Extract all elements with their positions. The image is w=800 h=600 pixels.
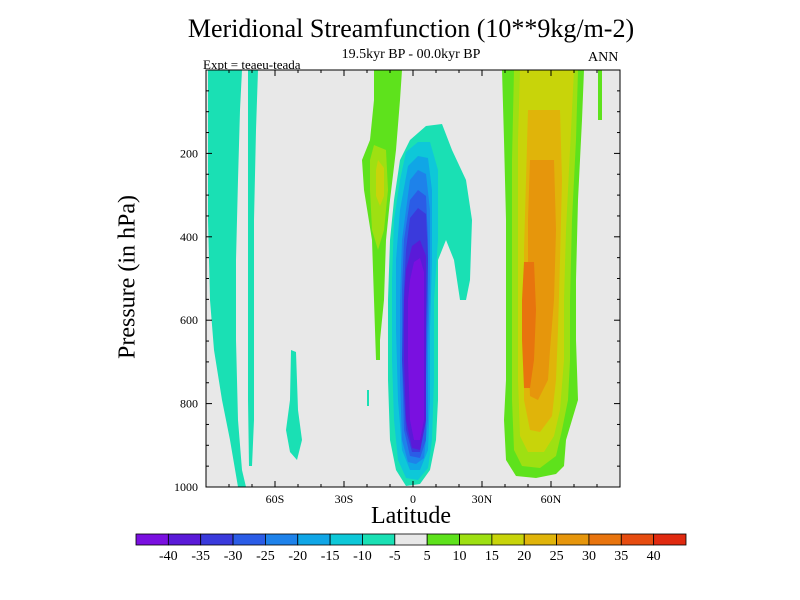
x-tick-label: 0 — [410, 492, 416, 506]
contour-band-neg-40 — [408, 258, 424, 440]
colorbar-label: -15 — [321, 549, 340, 564]
colorbar-label: 20 — [517, 549, 531, 564]
y-tick-label: 800 — [180, 397, 198, 411]
colorbar-label: -25 — [256, 549, 275, 564]
colorbar-label: 35 — [614, 549, 628, 564]
y-tick-label: 400 — [180, 230, 198, 244]
contour-band-neg-sh-1 — [208, 70, 246, 487]
colorbar-label: -30 — [224, 549, 243, 564]
colorbar-swatch — [362, 533, 396, 546]
contour-band-pos-nh-25 — [528, 160, 556, 400]
season-label: ANN — [588, 50, 619, 65]
colorbar-swatch — [588, 533, 622, 546]
contour-band-neg-sh-2 — [248, 70, 258, 466]
y-tick-label: 1000 — [174, 480, 198, 494]
contour-band-neg-sh-4 — [367, 390, 369, 406]
x-tick-label: 30N — [472, 492, 493, 506]
experiment-label: Expt = teaeu-teada — [203, 57, 301, 72]
colorbar-swatch — [426, 533, 460, 546]
x-tick-label: 60N — [541, 492, 562, 506]
x-axis-label: Latitude — [371, 503, 451, 529]
colorbar-swatch — [523, 533, 557, 546]
colorbar-swatch — [653, 533, 687, 546]
colorbar-label: -10 — [353, 549, 372, 564]
colorbar-swatch — [167, 533, 202, 546]
chart-title: Meridional Streamfunction (10**9kg/m-2) — [187, 14, 635, 43]
colorbar-swatch — [329, 533, 363, 546]
colorbar-swatch — [135, 533, 169, 546]
y-tick-label: 200 — [180, 146, 198, 160]
contour-band-neg-sh-3 — [286, 350, 302, 460]
y-tick-label: 600 — [180, 313, 198, 327]
contour-field — [208, 70, 602, 487]
colorbar-swatch — [232, 533, 266, 546]
colorbar-swatch — [620, 533, 655, 546]
colorbar-swatch — [459, 533, 493, 546]
contour-band-pos-nh-30 — [522, 262, 536, 388]
colorbar-swatch — [556, 533, 590, 546]
colorbar-label: 25 — [550, 549, 564, 564]
colorbar-label: -35 — [191, 549, 210, 564]
axes: 60S 30S 0 30N 60N 200 400 600 800 1000 — [174, 70, 620, 506]
colorbar-label: 40 — [647, 549, 661, 564]
colorbar-label: -40 — [159, 549, 178, 564]
colorbar-swatch — [265, 533, 299, 546]
colorbar-swatch — [297, 533, 331, 546]
colorbar-label: 15 — [485, 549, 499, 564]
x-tick-label: 30S — [335, 492, 354, 506]
colorbar-swatch — [200, 533, 234, 546]
colorbar-label: 30 — [582, 549, 596, 564]
colorbar-label: -20 — [288, 549, 307, 564]
colorbar: -40 -35 -30 -25 -20 -15 -10 -5 5 10 15 20 25 30 35 40 — [135, 533, 687, 564]
colorbar-swatch — [394, 533, 428, 546]
contour-band-pos-15 — [376, 160, 384, 206]
chart-subtitle: 19.5kyr BP - 00.0kyr BP — [341, 47, 481, 62]
colorbar-label: 5 — [424, 549, 431, 564]
colorbar-label: 10 — [453, 549, 467, 564]
colorbar-swatch — [491, 533, 525, 546]
contour-band-pos-nh-5b — [598, 70, 602, 120]
x-tick-label: 60S — [266, 492, 285, 506]
colorbar-label: -5 — [389, 549, 401, 564]
